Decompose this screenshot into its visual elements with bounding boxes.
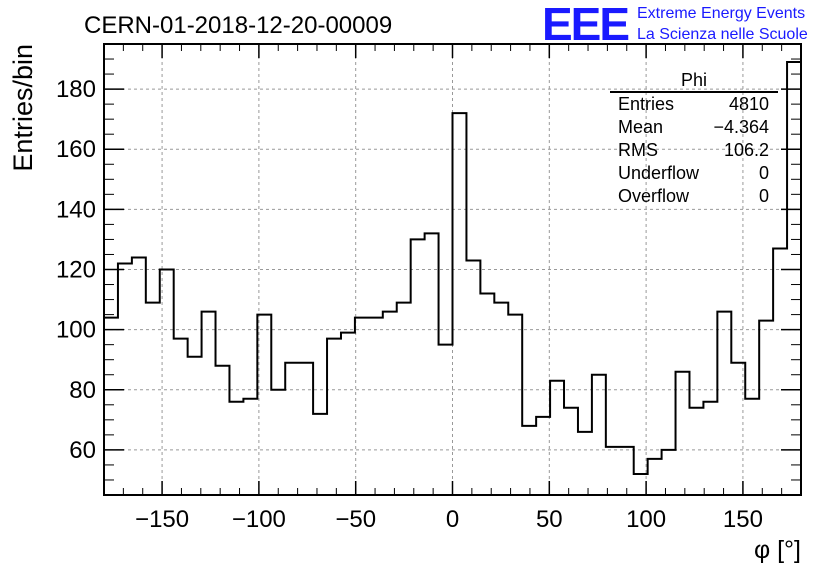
stats-row-value: 0 — [759, 186, 769, 206]
histogram-bin — [606, 447, 620, 495]
x-tick-label: 100 — [626, 506, 666, 533]
stats-row-label: RMS — [618, 140, 658, 160]
x-axis-label: φ [°] — [754, 536, 801, 564]
histogram-bin — [118, 263, 132, 495]
x-tick-label: 0 — [446, 506, 459, 533]
histogram-bin — [383, 312, 397, 495]
histogram-bin — [620, 447, 634, 495]
histogram-bin — [703, 402, 717, 495]
histogram-bin — [508, 315, 522, 495]
histogram-bin — [313, 414, 327, 495]
histogram-bin — [453, 113, 467, 495]
y-tick-label: 80 — [69, 377, 96, 404]
histogram-bin — [257, 315, 271, 495]
histogram-bin — [550, 381, 564, 495]
histogram-bin — [787, 62, 801, 495]
histogram-bin — [717, 312, 731, 495]
histogram-bin — [439, 345, 453, 495]
plot-frame — [103, 43, 802, 496]
org-name-line2: La Scienza nelle Scuole — [637, 26, 808, 43]
histogram-bin — [592, 375, 606, 495]
eee-logo: EEE — [542, 0, 628, 50]
axis-ticks — [104, 44, 801, 495]
stats-row-label: Overflow — [618, 186, 690, 206]
y-tick-label: 120 — [56, 257, 96, 284]
histogram-bin — [578, 432, 592, 495]
histogram-bin — [522, 426, 536, 495]
histogram-bin — [327, 339, 341, 495]
tick-labels: −150 −100 −50 0 50 100 150 60 80 100 120 140 160 180 — [56, 76, 763, 533]
stats-row-value: 4810 — [729, 94, 769, 114]
histogram-bin — [146, 303, 160, 495]
stats-rows: Entries 4810 Mean −4.364 RMS 106.2 Underflow 0 O… — [618, 94, 769, 206]
histogram-bin — [466, 260, 480, 495]
run-title: CERN-01-2018-12-20-00009 — [84, 12, 392, 39]
histogram-bin — [536, 417, 550, 495]
histogram-bin — [564, 408, 578, 495]
histogram-bin — [132, 257, 146, 495]
stats-box: Phi Entries 4810 Mean −4.364 RMS 106.2 Underfl… — [610, 70, 778, 206]
y-tick-label: 140 — [56, 196, 96, 223]
x-tick-label: 50 — [536, 506, 563, 533]
x-tick-label: −150 — [135, 506, 189, 533]
histogram-bin — [188, 357, 202, 495]
histogram-outline — [104, 61, 801, 475]
histogram-bin — [397, 303, 411, 495]
histogram-bin — [662, 450, 676, 495]
stats-row-label: Entries — [618, 94, 674, 114]
stats-row-value: −4.364 — [713, 117, 769, 137]
histogram-bin — [299, 363, 313, 495]
stats-row-value: 106.2 — [724, 140, 769, 160]
histogram-bin — [480, 294, 494, 495]
histogram-bin — [689, 408, 703, 495]
histogram-bin — [202, 312, 216, 495]
histogram-bin — [648, 459, 662, 495]
x-tick-label: 150 — [723, 506, 763, 533]
histogram-bin — [243, 399, 257, 495]
histogram-bin — [229, 402, 243, 495]
histogram-bin — [425, 233, 439, 495]
histogram-bin — [216, 366, 230, 495]
histogram-bin — [341, 333, 355, 495]
histogram-bin — [773, 248, 787, 495]
y-tick-label: 160 — [56, 136, 96, 163]
histogram-bin — [355, 318, 369, 495]
y-tick-label: 60 — [69, 437, 96, 464]
x-tick-label: −50 — [335, 506, 376, 533]
x-tick-label: −100 — [232, 506, 286, 533]
histogram-bin — [369, 318, 383, 495]
histogram-bin — [494, 303, 508, 495]
y-axis-label: Entries/bin — [8, 44, 38, 172]
stats-row-label: Underflow — [618, 163, 700, 183]
stats-row-label: Mean — [618, 117, 663, 137]
y-tick-label: 100 — [56, 317, 96, 344]
histogram-bin — [411, 239, 425, 495]
stats-title: Phi — [681, 70, 707, 90]
histogram-bin — [745, 399, 759, 495]
histogram-bin — [285, 363, 299, 495]
org-name-line1: Extreme Energy Events — [637, 5, 805, 22]
stats-row-value: 0 — [759, 163, 769, 183]
histogram-bin — [271, 390, 285, 495]
y-tick-label: 180 — [56, 76, 96, 103]
histogram-bin — [759, 321, 773, 495]
histogram-bin — [174, 339, 188, 495]
